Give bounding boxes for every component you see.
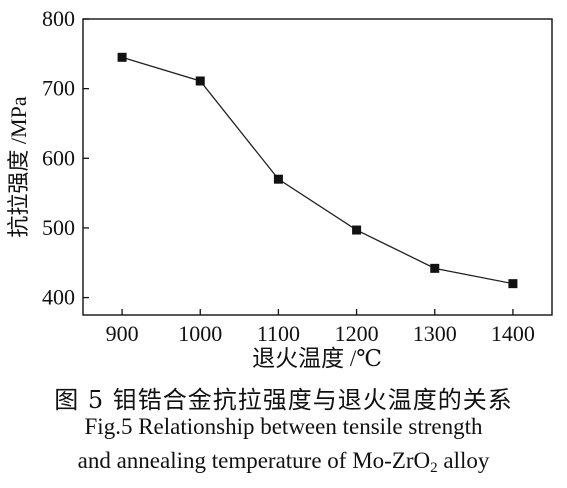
series-markers xyxy=(117,52,518,289)
x-tick-label: 1100 xyxy=(257,321,300,346)
data-point xyxy=(195,76,205,86)
plot-frame xyxy=(82,18,553,316)
y-tick-label: 400 xyxy=(42,285,75,310)
data-point xyxy=(430,263,440,273)
caption-english-line2-subscript: 2 xyxy=(430,460,438,476)
x-axis-label: 退火温度 /℃ xyxy=(252,346,382,371)
caption-english-line2: and annealing temperature of Mo-ZrO2 all… xyxy=(0,448,567,476)
y-tick-label: 700 xyxy=(42,76,75,101)
y-tick-label: 800 xyxy=(42,6,75,31)
y-tick-label: 500 xyxy=(42,215,75,240)
y-axis-label: 抗拉强度 /MPa xyxy=(6,96,31,237)
y-axis-ticks: 400 500 600 700 800 xyxy=(42,6,89,310)
x-tick-label: 1400 xyxy=(491,321,535,346)
x-tick-label: 1300 xyxy=(413,321,457,346)
caption-chinese: 图 5 钼锆合金抗拉强度与退火温度的关系 xyxy=(54,386,513,414)
data-point xyxy=(508,279,518,289)
data-point xyxy=(352,225,362,235)
data-point xyxy=(117,52,127,62)
x-tick-label: 1000 xyxy=(178,321,222,346)
y-tick-label: 600 xyxy=(42,145,75,170)
x-tick-label: 900 xyxy=(106,321,139,346)
x-axis-ticks: 900 1000 1100 1200 1300 1400 xyxy=(106,309,535,346)
data-point xyxy=(273,174,283,184)
caption-english-line1: Fig.5 Relationship between tensile stren… xyxy=(84,414,483,439)
x-tick-label: 1200 xyxy=(335,321,379,346)
series-line xyxy=(121,56,514,285)
caption-english-line2-tail: alloy xyxy=(437,448,490,473)
caption-english-line2-main: and annealing temperature of Mo-ZrO xyxy=(77,448,431,473)
